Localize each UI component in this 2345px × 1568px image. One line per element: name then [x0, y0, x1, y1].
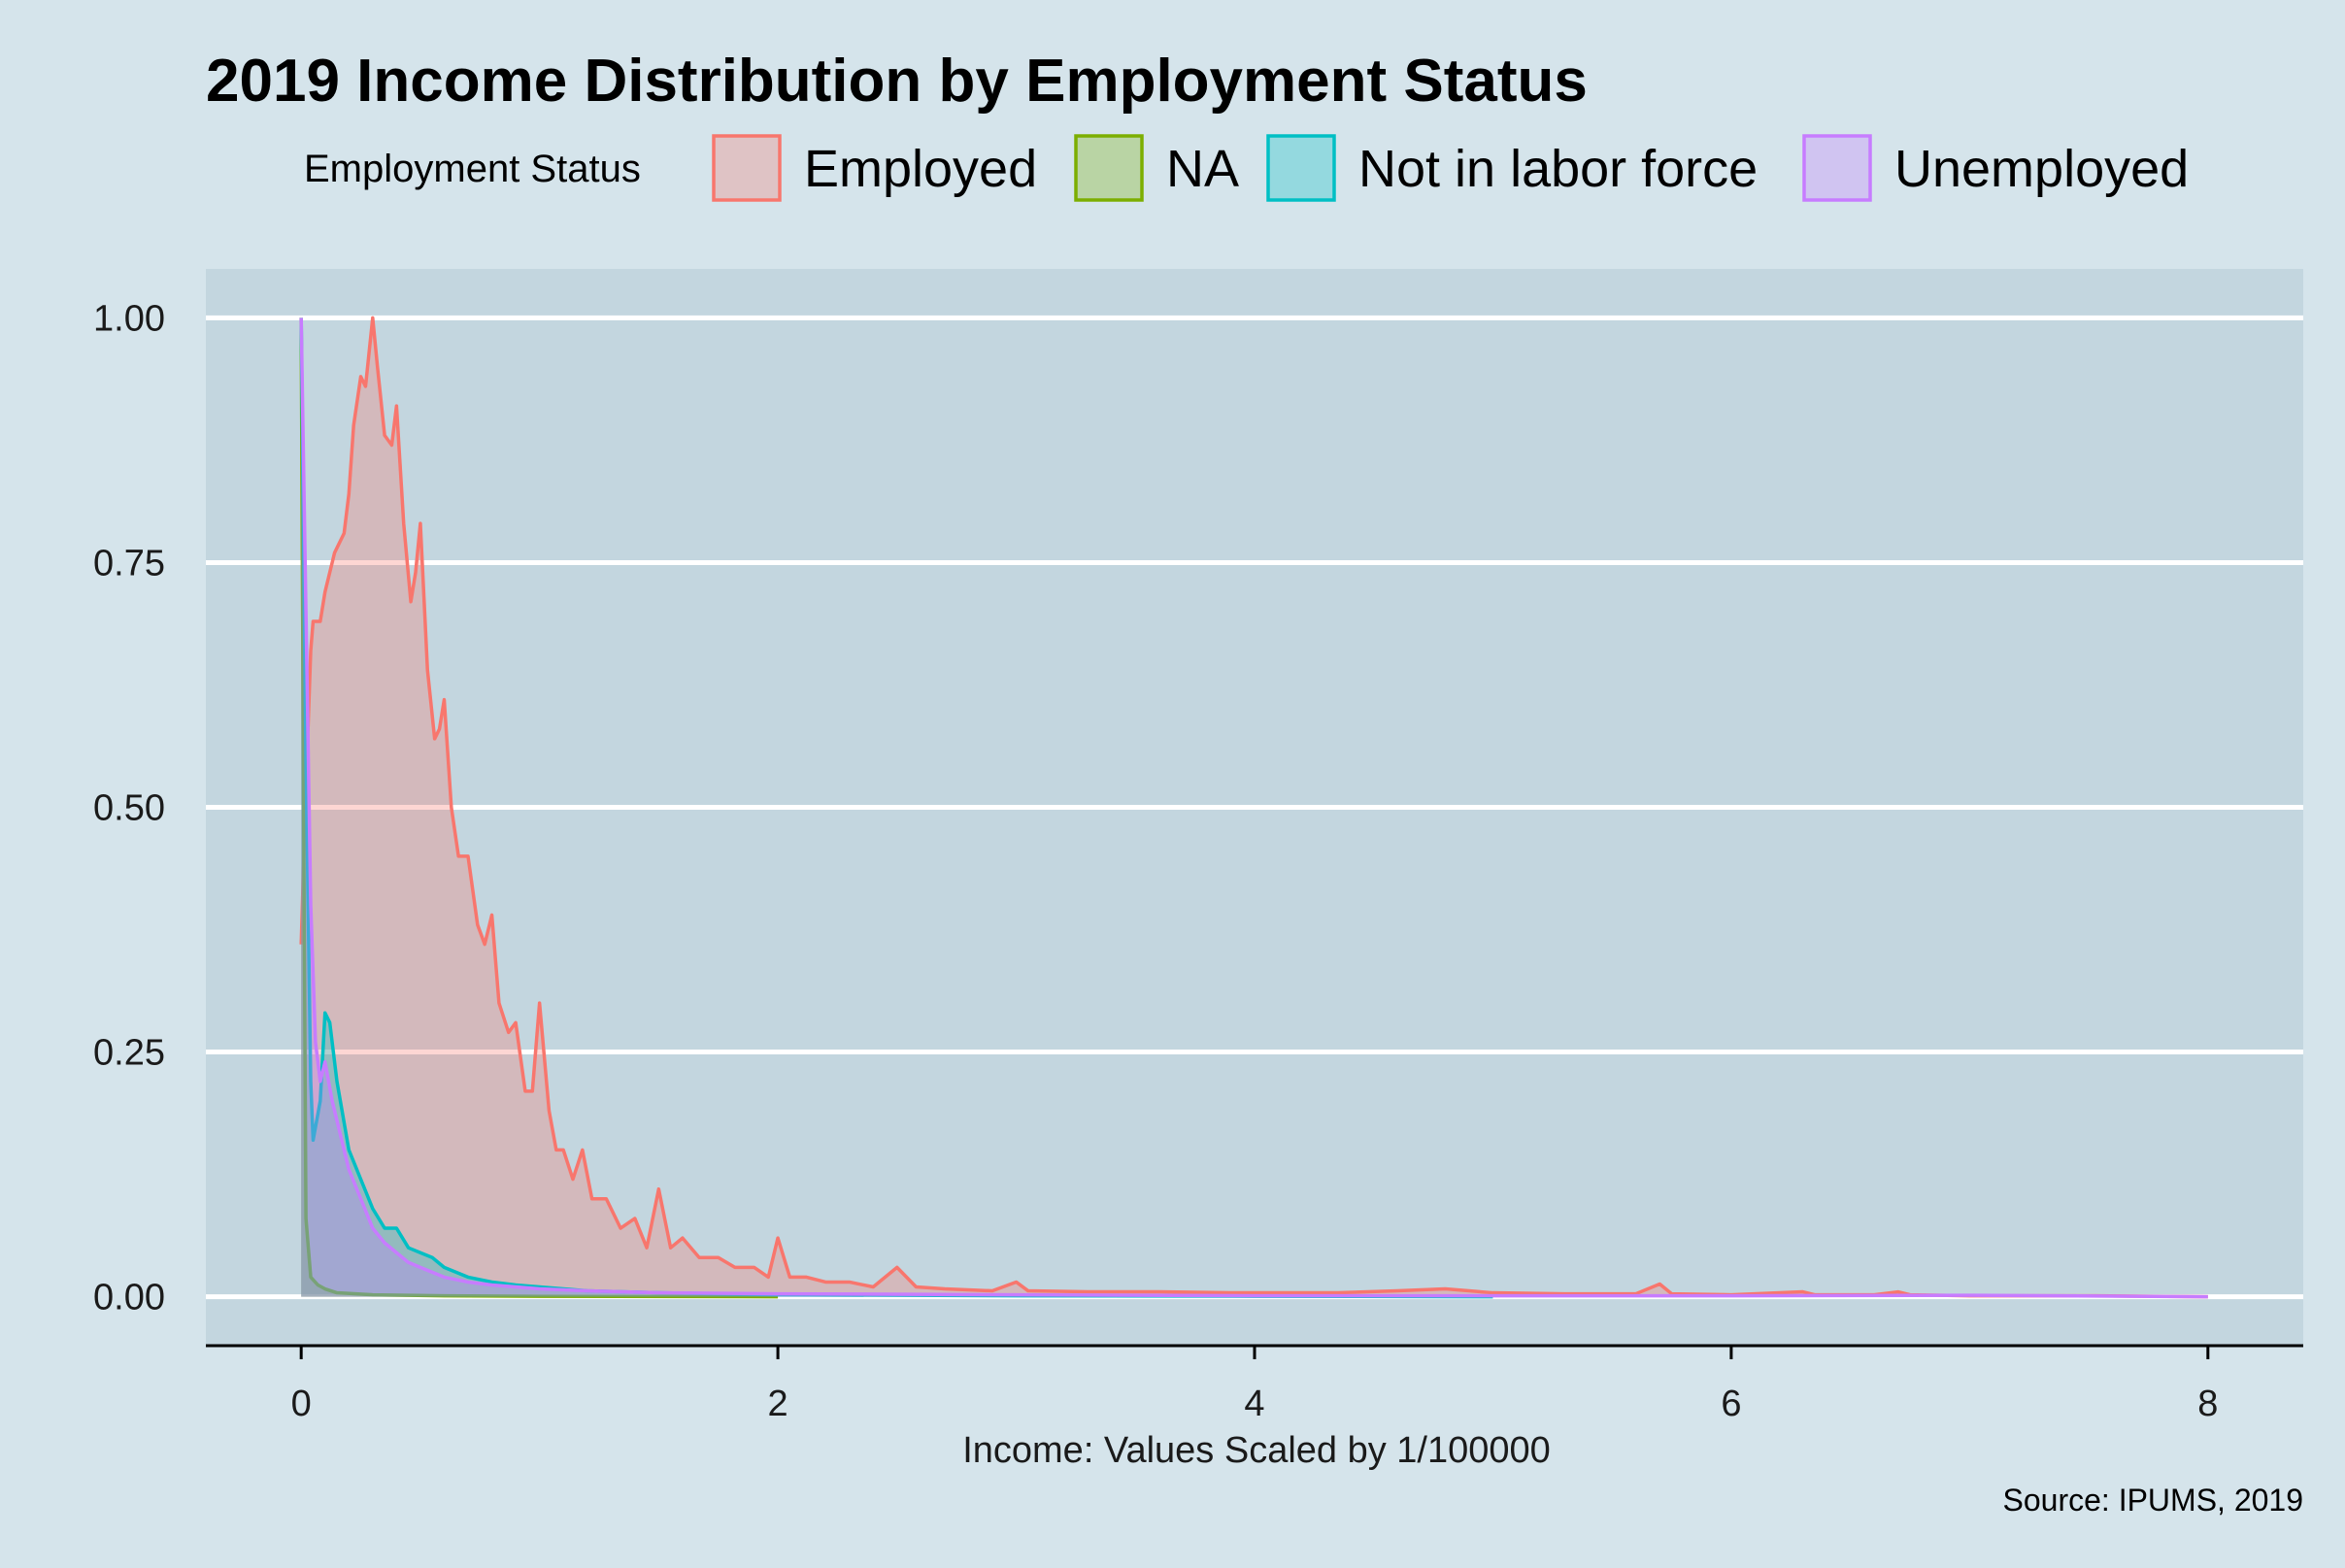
- axes: 0 2 4 6 8 0.00 0.25 0.50 0.75 1.00: [93, 298, 2303, 1424]
- legend-label-na: NA: [1166, 140, 1239, 198]
- series-line-unemployed: [299, 317, 2208, 1299]
- series-line-na: [299, 317, 779, 1299]
- legend-title: Employment Status: [304, 148, 641, 190]
- chart-title: 2019 Income Distribution by Employment S…: [206, 48, 1588, 115]
- x-tick-label: 8: [2197, 1384, 2218, 1424]
- y-tick-label: 1.00: [93, 298, 165, 339]
- x-axis-title: Income: Values Scaled by 1/100000: [962, 1430, 1551, 1471]
- x-tick-label: 6: [1721, 1384, 1741, 1424]
- legend-label-unemployed: Unemployed: [1894, 140, 2189, 198]
- x-tick-label: 0: [291, 1384, 312, 1424]
- y-tick-label: 0.75: [93, 543, 165, 584]
- legend-key-not-in-labor-force: [1266, 134, 1336, 202]
- series-layer: [299, 316, 2208, 1299]
- y-tick-label: 0.25: [93, 1033, 165, 1074]
- y-tick-label: 0.50: [93, 788, 165, 829]
- legend-key-employed: [712, 134, 782, 202]
- x-tick-label: 2: [768, 1384, 788, 1424]
- chart-caption: Source: IPUMS, 2019: [2003, 1483, 2303, 1518]
- series-line-employed: [299, 316, 2208, 1299]
- legend-label-not-in-labor-force: Not in labor force: [1358, 140, 1758, 198]
- x-tick-label: 4: [1244, 1384, 1264, 1424]
- legend-label-employed: Employed: [804, 140, 1037, 198]
- legend-key-na: [1074, 134, 1144, 202]
- series-area-employed: [301, 317, 2208, 1297]
- legend-key-unemployed: [1802, 134, 1872, 202]
- legend: Employment Status Employed NA Not in labor…: [304, 134, 2189, 202]
- y-tick-label: 0.00: [93, 1278, 165, 1318]
